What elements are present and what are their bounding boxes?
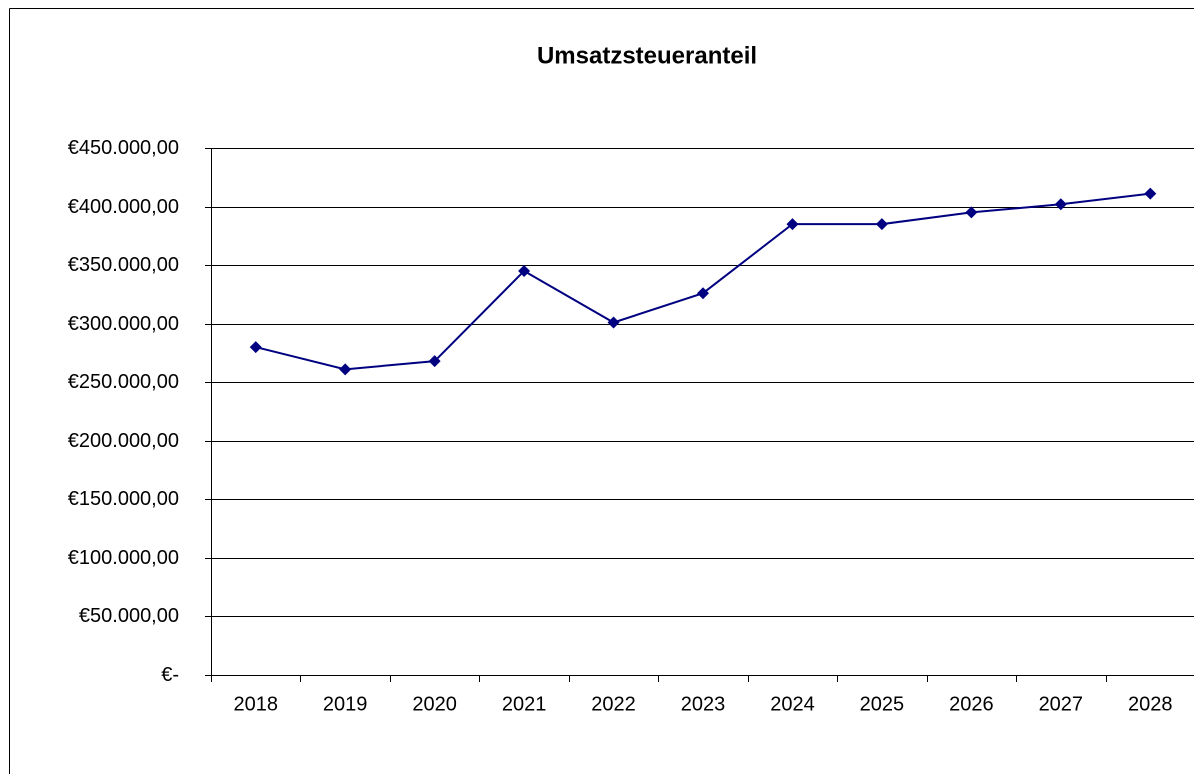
- marker: [965, 206, 978, 219]
- y-tick-label: €450.000,00: [68, 137, 179, 159]
- marker: [875, 218, 888, 231]
- x-tick-label: 2025: [860, 693, 905, 715]
- y-tick-label: €-: [161, 664, 179, 686]
- y-tick-label: €50.000,00: [79, 605, 179, 627]
- marker: [428, 355, 441, 368]
- marker: [786, 218, 799, 231]
- marker: [607, 316, 620, 329]
- y-tick-label: €300.000,00: [68, 313, 179, 335]
- x-tick-label: 2028: [1128, 693, 1173, 715]
- x-tick-label: 2027: [1039, 693, 1084, 715]
- x-tick-label: 2020: [412, 693, 457, 715]
- x-tick-label: 2021: [502, 693, 547, 715]
- x-tick-label: 2019: [323, 693, 368, 715]
- x-tick-label: 2023: [681, 693, 726, 715]
- y-tick-label: €100.000,00: [68, 547, 179, 569]
- marker: [518, 264, 531, 277]
- line: [255, 192, 1151, 371]
- y-tick-label: €250.000,00: [68, 371, 179, 393]
- y-tick-label: €350.000,00: [68, 254, 179, 276]
- marker: [1054, 198, 1067, 211]
- y-tick-label: €200.000,00: [68, 430, 179, 452]
- marker: [1144, 187, 1157, 200]
- x-tick-label: 2026: [949, 693, 994, 715]
- y-tick-label: €150.000,00: [68, 488, 179, 510]
- x-tick-label: 2022: [591, 693, 636, 715]
- marker: [697, 287, 709, 300]
- marker: [339, 363, 352, 376]
- y-tick-label: €400.000,00: [68, 196, 179, 218]
- chart-title: Umsatzsteueranteil: [537, 42, 757, 69]
- x-tick-label: 2024: [770, 693, 815, 715]
- marker: [249, 341, 262, 354]
- x-tick-label: 2018: [233, 693, 278, 715]
